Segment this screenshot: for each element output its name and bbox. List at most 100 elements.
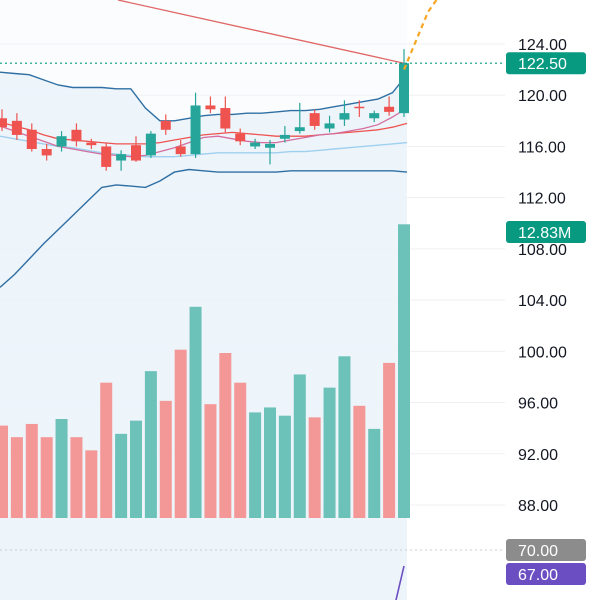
candle [101,142,112,171]
candle [384,96,395,116]
candle-body [369,113,380,119]
volume-bar [204,404,217,518]
candle-body [190,105,201,155]
volume-bar [249,412,262,518]
volume-badge-bg [506,221,586,243]
candle [369,110,380,123]
volume-bar [100,382,113,518]
volume-bar [174,349,187,518]
candle-body [86,142,97,146]
candle [145,131,156,158]
candle [190,92,201,158]
candle-body [26,129,37,150]
oscillator-level-badge-bg [506,539,586,561]
forecast-line [402,0,438,71]
last-price-badge: 122.50 [506,52,586,75]
candle-body [0,118,7,128]
candle-body [324,123,335,129]
price-tick-label: 92.00 [518,447,558,464]
candles [0,49,409,171]
volume-bar [234,382,247,518]
candle-body [294,127,305,132]
volume-bar [70,437,83,518]
volume-bar [353,405,366,518]
candle [71,123,82,147]
volume-bar [130,420,142,518]
candle [11,113,22,141]
candle-body [235,133,246,142]
candle [131,136,141,162]
candle [205,96,216,114]
volume-bar [55,419,68,518]
candle [56,131,67,152]
candle-body [145,133,156,156]
ma-lightblue-line [0,135,408,158]
price-tick-label: 108.00 [518,242,567,259]
price-tick-label: 104.00 [518,293,567,310]
candle [160,114,171,135]
price-tick-label: 112.00 [518,191,566,208]
volume-bars [0,224,410,519]
price-tick-label: 88.00 [518,498,558,515]
volume-bar [278,415,291,518]
candle [0,109,7,132]
candle-body [399,63,409,114]
candle [339,100,350,126]
candle-body [116,154,127,161]
volume-badge: 12.83M [506,221,586,243]
price-tick-label: 100.00 [518,344,567,361]
last-price-badge-bg [506,52,586,75]
volume-bar [308,417,321,518]
candle-body [250,142,261,147]
candle-body [354,106,365,109]
price-tick-label: 116.00 [518,139,566,156]
volume-badge-text: 12.83M [518,225,571,242]
candle [354,100,365,117]
price-axis: 124.00 120.00 116.00 112.00 108.00 104.00 100.… [506,37,586,585]
candle-body [279,134,290,139]
candle-body [160,120,171,130]
volume-bar [144,371,157,518]
volume-bar [293,374,306,518]
volume-bar [398,224,410,519]
oscillator-value-badge-bg [506,563,586,585]
volume-bar [368,428,381,518]
candle [265,140,275,165]
candle [399,49,409,117]
ma-pink-line [0,107,408,158]
volume-bar [0,425,8,518]
long-ma-line [117,0,405,64]
volume-bar [383,362,396,518]
candle-body [56,136,67,147]
candle-body [101,146,112,167]
candle-body [220,108,231,129]
bollinger-lower-line [0,168,408,288]
volume-bar [323,387,336,518]
price-tick-label: 120.00 [518,88,567,105]
candle-body [205,105,216,110]
candle [86,138,97,150]
volume-bar [264,407,276,518]
candle [26,123,37,152]
price-tick-label: 96.00 [518,396,558,413]
candle-body [309,113,320,126]
volume-bar [219,353,232,518]
candle [294,102,305,134]
candle [279,125,290,143]
volume-bar [189,306,202,518]
volume-bar [159,400,172,518]
price-tick-label: 124.00 [518,37,567,54]
oscillator-value-badge-text: 67.00 [518,567,558,584]
candle-body [71,129,82,142]
candle [309,109,320,130]
bollinger-upper-line [0,71,408,122]
candle [41,143,52,161]
volume-bar [40,437,53,518]
oscillator-level-badge: 70.00 [506,539,586,561]
volume-bar [25,423,38,518]
candle-body [41,149,52,156]
candle [116,150,127,171]
volume-bar [338,356,351,518]
